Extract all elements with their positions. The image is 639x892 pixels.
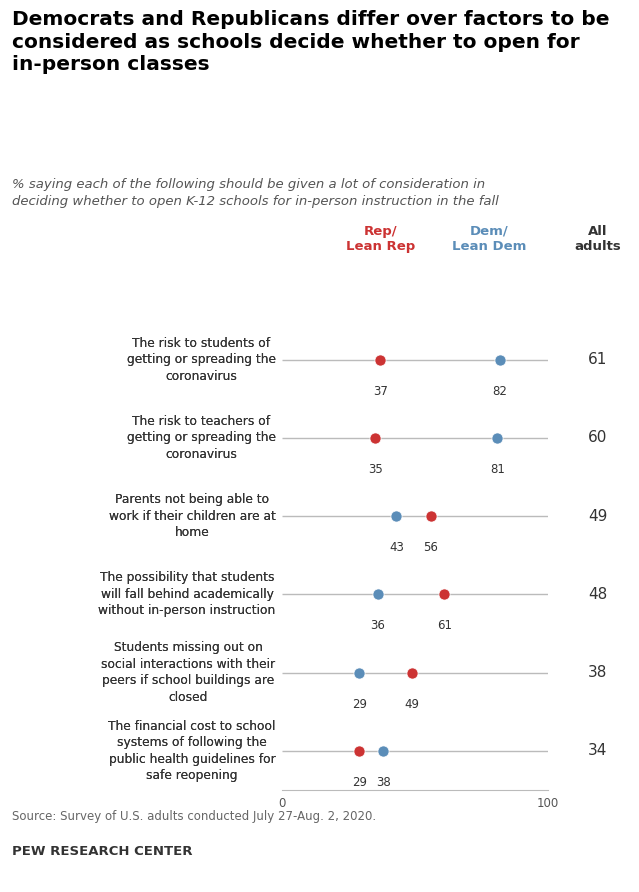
Text: Parents not being able to
work if their children are at
home: Parents not being able to work if their … — [109, 493, 275, 539]
Text: Democrats and Republicans differ over factors to be
considered as schools decide: Democrats and Republicans differ over fa… — [12, 10, 609, 75]
Text: The possibility that students
will fall behind academically
without in-person in: The possibility that students will fall … — [98, 572, 275, 617]
Text: 38: 38 — [588, 665, 607, 681]
Text: 49: 49 — [405, 698, 420, 711]
Text: 29: 29 — [351, 776, 367, 789]
Text: 34: 34 — [588, 743, 607, 758]
Text: Dem/
Lean Dem: Dem/ Lean Dem — [452, 225, 527, 253]
Text: The risk to teachers of
getting or spreading the
coronavirus: The risk to teachers of getting or sprea… — [127, 415, 275, 461]
Text: 37: 37 — [373, 384, 388, 398]
Text: The risk to teachers of
getting or spreading the
coronavirus: The risk to teachers of getting or sprea… — [127, 415, 275, 461]
Text: PEW RESEARCH CENTER: PEW RESEARCH CENTER — [12, 845, 192, 858]
Text: 49: 49 — [588, 508, 607, 524]
Text: The possibility that students
will fall behind academically
without in-person in: The possibility that students will fall … — [98, 572, 275, 617]
Text: The risk to students of
getting or spreading the
coronavirus: The risk to students of getting or sprea… — [127, 337, 275, 383]
Text: 35: 35 — [367, 463, 383, 476]
Text: 60: 60 — [588, 431, 607, 445]
Text: % saying each of the following should be given a lot of consideration in
decidin: % saying each of the following should be… — [12, 178, 498, 208]
Text: 82: 82 — [493, 384, 507, 398]
Text: Students missing out on
social interactions with their
peers if school buildings: Students missing out on social interacti… — [102, 641, 275, 704]
Text: Rep/
Lean Rep: Rep/ Lean Rep — [346, 225, 415, 253]
Text: 38: 38 — [376, 776, 390, 789]
Text: 48: 48 — [588, 587, 607, 602]
Text: 61: 61 — [437, 619, 452, 632]
Text: 29: 29 — [351, 698, 367, 711]
Text: The risk to students of
getting or spreading the
coronavirus: The risk to students of getting or sprea… — [127, 337, 275, 383]
Text: Source: Survey of U.S. adults conducted July 27-Aug. 2, 2020.: Source: Survey of U.S. adults conducted … — [12, 810, 376, 823]
Text: All
adults: All adults — [574, 225, 621, 253]
Text: Students missing out on
social interactions with their
peers if school buildings: Students missing out on social interacti… — [102, 641, 275, 704]
Text: The financial cost to school
systems of following the
public health guidelines f: The financial cost to school systems of … — [108, 720, 275, 782]
Text: 43: 43 — [389, 541, 404, 554]
Text: 61: 61 — [588, 352, 607, 368]
Text: 56: 56 — [424, 541, 438, 554]
Text: The financial cost to school
systems of following the
public health guidelines f: The financial cost to school systems of … — [108, 720, 275, 782]
Text: 36: 36 — [371, 619, 385, 632]
Text: Parents not being able to
work if their children are at
home: Parents not being able to work if their … — [109, 493, 275, 539]
Text: 81: 81 — [490, 463, 505, 476]
